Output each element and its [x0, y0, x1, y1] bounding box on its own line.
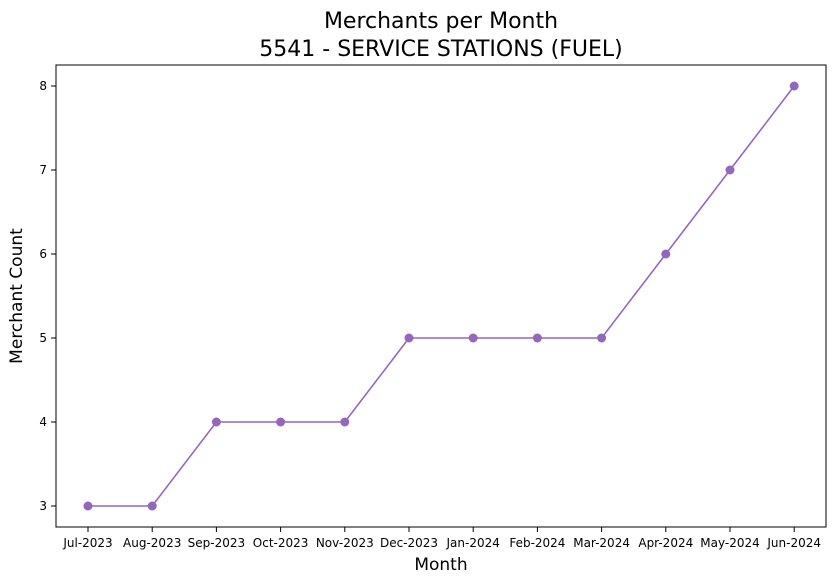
- x-tick-label: Feb-2024: [509, 536, 565, 550]
- series-layer: [83, 81, 799, 511]
- x-tick-label: Jun-2024: [766, 536, 821, 550]
- data-point: [211, 417, 221, 427]
- series-line: [88, 85, 795, 507]
- data-point: [661, 249, 671, 259]
- x-axis-label: Month: [414, 555, 467, 575]
- plot-area: [55, 64, 827, 528]
- data-point: [83, 501, 93, 511]
- x-tick-label: Apr-2024: [638, 536, 693, 550]
- y-axis-label: Merchant Count: [7, 228, 27, 364]
- data-point: [340, 417, 350, 427]
- x-tick-label: Jul-2023: [62, 536, 112, 550]
- chart-subtitle: 5541 - SERVICE STATIONS (FUEL): [259, 37, 622, 62]
- x-axis: Jul-2023 Aug-2023 Sep-2023 Oct-2023 Nov-2023…: [62, 527, 821, 550]
- x-tick-label: May-2024: [700, 536, 759, 550]
- data-point: [468, 333, 478, 343]
- y-tick-label: 7: [39, 163, 47, 177]
- data-point: [276, 417, 286, 427]
- x-tick-label: Dec-2023: [380, 536, 438, 550]
- y-tick-label: 3: [39, 499, 47, 513]
- y-tick-label: 5: [39, 331, 47, 345]
- chart-title: Merchants per Month: [324, 9, 558, 34]
- data-point: [725, 165, 735, 175]
- y-tick-label: 4: [39, 415, 47, 429]
- x-tick-label: Jan-2024: [446, 536, 500, 550]
- data-point: [147, 501, 157, 511]
- y-axis: 3 4 5 6 7 8: [39, 79, 56, 513]
- x-tick-label: Aug-2023: [123, 536, 181, 550]
- data-point: [597, 333, 607, 343]
- y-tick-label: 8: [39, 79, 47, 93]
- x-tick-label: Oct-2023: [253, 536, 309, 550]
- data-point: [789, 81, 799, 91]
- data-point: [532, 333, 542, 343]
- y-tick-label: 6: [39, 247, 47, 261]
- x-tick-label: Sep-2023: [188, 536, 246, 550]
- x-tick-label: Nov-2023: [316, 536, 374, 550]
- x-tick-label: Mar-2024: [573, 536, 630, 550]
- data-point: [404, 333, 414, 343]
